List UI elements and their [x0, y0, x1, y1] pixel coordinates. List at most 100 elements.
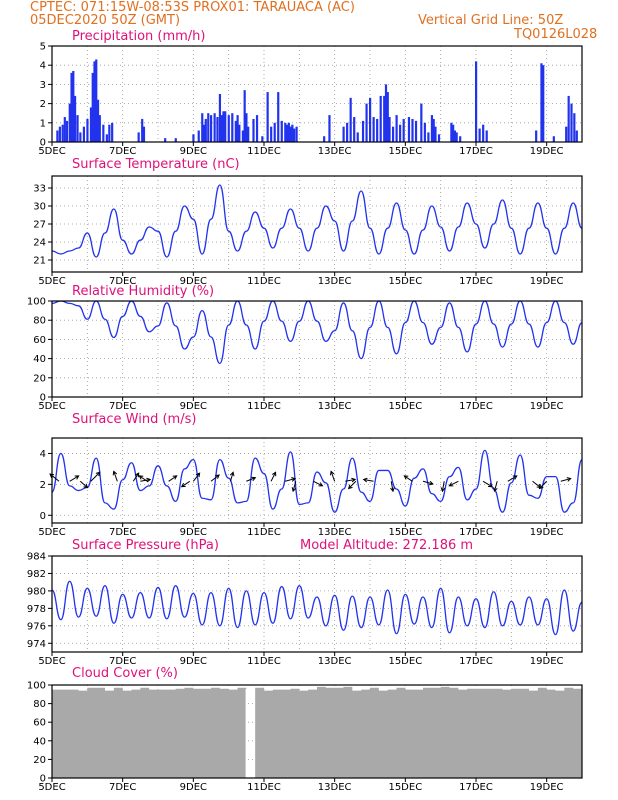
- precip-bar: [105, 134, 108, 142]
- wind-vector-head: [329, 470, 335, 476]
- precip-bar: [207, 113, 210, 142]
- y-tick-label: 60: [33, 718, 46, 729]
- precip-bar: [411, 118, 414, 142]
- precip-bar: [142, 126, 146, 142]
- x-tick-label: 9DEC: [180, 146, 207, 157]
- panel-title: Surface Temperature (nC): [72, 157, 240, 172]
- precip-bar: [434, 126, 437, 142]
- precip-bar: [86, 118, 89, 142]
- precip-bar: [430, 115, 434, 142]
- precip-bar: [540, 63, 543, 142]
- x-tick-label: 15DEC: [388, 276, 422, 287]
- wind-vector: [79, 480, 88, 488]
- panel-5: 0 20 40 60 80 100 5DEC 7DEC 9DEC 11DEC 13DEC 15DEC 1…: [27, 666, 583, 793]
- wind-vector-head: [251, 476, 257, 482]
- y-tick-label: 80: [33, 699, 46, 710]
- wind-vector: [363, 478, 374, 482]
- x-tick-label: 7DEC: [109, 656, 136, 667]
- wind-vector-head: [195, 472, 201, 478]
- wind-vector: [210, 474, 220, 482]
- precip-bar: [573, 113, 576, 142]
- x-tick-label: 11DEC: [247, 656, 281, 667]
- precip-bar: [222, 111, 225, 142]
- precip-bar: [356, 132, 359, 142]
- wind-vector-head: [146, 477, 152, 483]
- precip-bar: [63, 117, 66, 142]
- wind-vector-head: [112, 470, 118, 476]
- wind-vector: [507, 475, 518, 482]
- precip-bar: [111, 122, 114, 142]
- precip-bar: [234, 120, 237, 142]
- wind-vector-head: [390, 487, 395, 493]
- precip-bar: [482, 124, 485, 142]
- precip-bar: [273, 122, 276, 142]
- precip-bar: [73, 95, 77, 142]
- precip-bar: [285, 124, 289, 142]
- y-tick-label: 20: [33, 373, 46, 384]
- precip-bar: [379, 95, 382, 142]
- panel-2: 0 20 40 60 80 100 5DEC 7DEC 9DEC 11DEC 13DEC 15DEC 1…: [27, 284, 583, 412]
- wind-vector: [285, 478, 296, 482]
- precip-bar: [95, 59, 98, 142]
- x-tick-label: 9DEC: [180, 656, 207, 667]
- wind-vector-head: [215, 474, 220, 479]
- precip-bar: [388, 117, 391, 142]
- header-grid-line-note: Vertical Grid Line: 50Z: [418, 13, 564, 28]
- x-tick-label: 15DEC: [388, 782, 422, 793]
- x-tick-label: 11DEC: [247, 782, 281, 793]
- precip-bar: [252, 118, 255, 142]
- x-tick-label: 5DEC: [38, 146, 65, 157]
- wind-vector-head: [83, 483, 89, 489]
- precip-bar: [384, 84, 388, 142]
- precip-bar: [552, 136, 555, 142]
- y-tick-label: 20: [33, 755, 46, 766]
- precip-bar: [255, 115, 259, 142]
- wind-vector: [348, 480, 357, 489]
- panel-frame: [51, 437, 583, 524]
- header-station-line: CPTEC: 071:15W-08:53S PROX01: TARAUACA (…: [30, 0, 355, 15]
- y-tick-label: 4: [40, 449, 46, 460]
- wind-vector: [560, 478, 571, 482]
- y-tick-label: 0: [40, 511, 46, 522]
- wind-vector: [422, 480, 434, 485]
- precip-bar: [323, 136, 326, 142]
- x-tick-label: 11DEC: [247, 527, 281, 538]
- panel-title: Cloud Cover (%): [72, 666, 178, 681]
- x-tick-label: 5DEC: [38, 782, 65, 793]
- wind-vector: [69, 475, 79, 482]
- cloud-cover-area: [52, 686, 582, 778]
- precip-bar: [277, 92, 280, 142]
- x-tick-label: 17DEC: [459, 782, 493, 793]
- y-tick-label: 40: [33, 736, 46, 747]
- panel-4: 974 976 978 980 982 984 5DEC 7DEC 9DEC 11DEC 13DEC…: [27, 538, 583, 667]
- precip-bar: [535, 130, 538, 142]
- x-tick-label: 17DEC: [459, 527, 493, 538]
- wind-vector: [404, 475, 413, 482]
- precip-bar: [427, 132, 430, 142]
- precip-bar: [79, 132, 82, 142]
- precip-bar: [238, 124, 241, 142]
- precip-bar: [402, 118, 405, 142]
- wind-vector-head: [428, 480, 434, 486]
- precip-bar: [82, 126, 85, 142]
- precip-bar: [376, 118, 379, 142]
- y-tick-label: 978: [27, 604, 46, 615]
- precip-bar: [76, 115, 79, 142]
- wind-vector-head: [271, 471, 277, 477]
- x-tick-label: 5DEC: [38, 276, 65, 287]
- x-tick-label: 17DEC: [459, 146, 493, 157]
- wind-vector-head: [180, 482, 186, 488]
- precip-bar: [61, 124, 64, 142]
- precip-bar: [245, 113, 248, 142]
- series-line: [51, 449, 583, 513]
- precip-bar: [197, 130, 200, 142]
- wind-vector: [270, 472, 277, 482]
- y-tick-label: 21: [33, 256, 46, 267]
- x-tick-label: 5DEC: [38, 656, 65, 667]
- precip-bar: [202, 124, 206, 142]
- wind-vector: [494, 481, 498, 492]
- wind-vector: [139, 475, 148, 482]
- precip-bar: [70, 72, 73, 142]
- precip-bar: [270, 126, 273, 142]
